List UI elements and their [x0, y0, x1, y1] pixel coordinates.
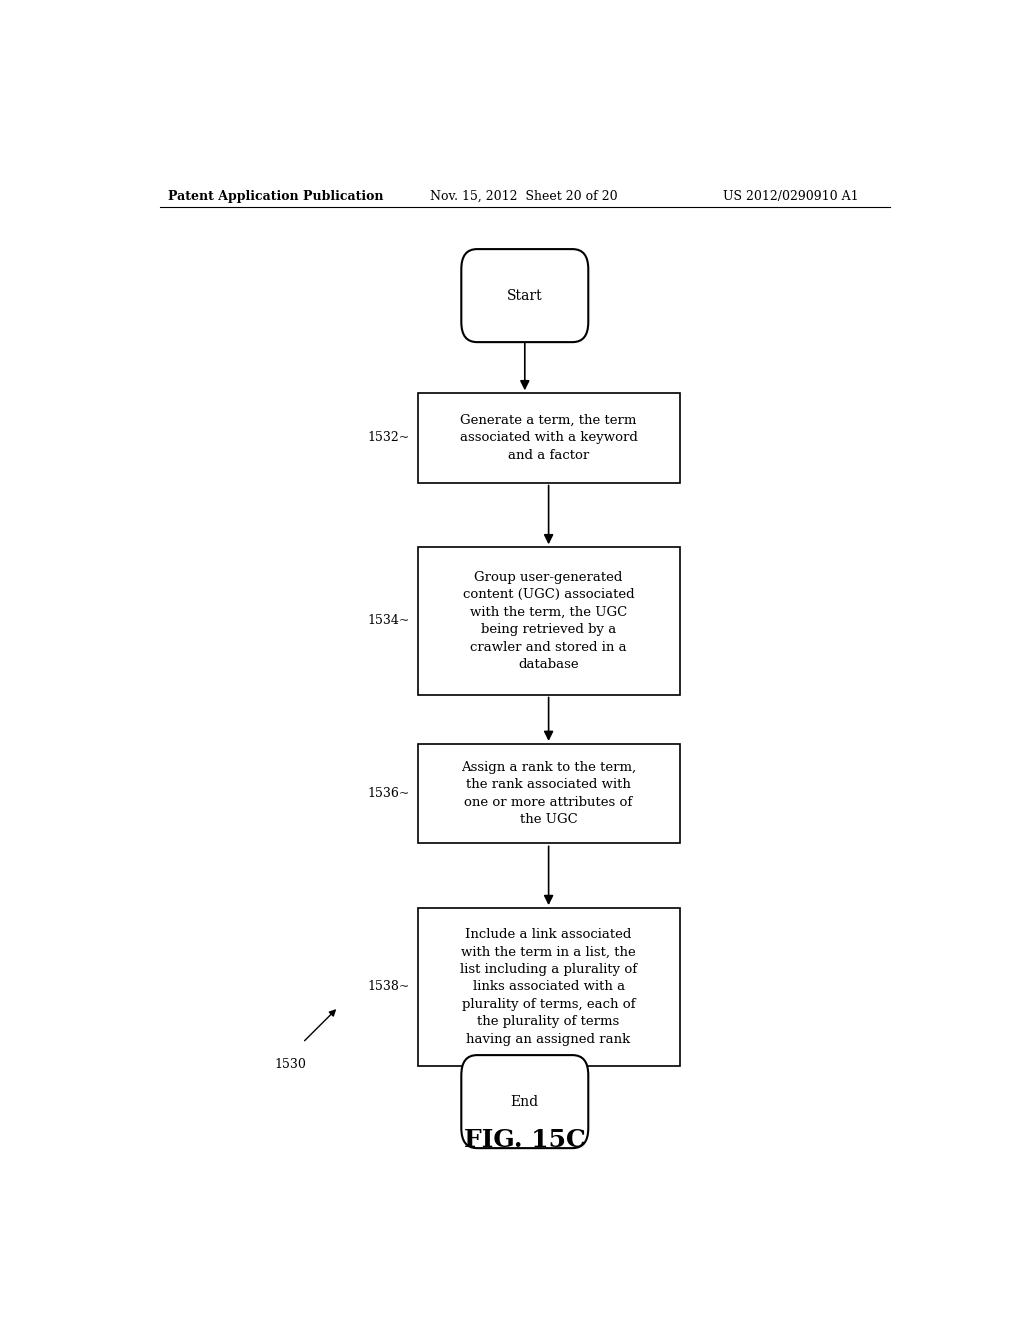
Text: Start: Start	[507, 289, 543, 302]
Text: Generate a term, the term
associated with a keyword
and a factor: Generate a term, the term associated wit…	[460, 414, 638, 462]
FancyBboxPatch shape	[461, 1055, 588, 1148]
FancyBboxPatch shape	[418, 744, 680, 843]
Text: Group user-generated
content (UGC) associated
with the term, the UGC
being retri: Group user-generated content (UGC) assoc…	[463, 570, 635, 671]
FancyBboxPatch shape	[418, 393, 680, 483]
Text: 1536~: 1536~	[368, 787, 410, 800]
Text: Patent Application Publication: Patent Application Publication	[168, 190, 383, 202]
Text: FIG. 15C: FIG. 15C	[464, 1129, 586, 1152]
FancyBboxPatch shape	[461, 249, 588, 342]
Text: 1532~: 1532~	[368, 432, 410, 445]
Text: 1538~: 1538~	[368, 981, 410, 993]
Text: Nov. 15, 2012  Sheet 20 of 20: Nov. 15, 2012 Sheet 20 of 20	[430, 190, 617, 202]
Text: Assign a rank to the term,
the rank associated with
one or more attributes of
th: Assign a rank to the term, the rank asso…	[461, 760, 636, 826]
Text: 1534~: 1534~	[368, 614, 410, 627]
FancyBboxPatch shape	[418, 908, 680, 1065]
Text: US 2012/0290910 A1: US 2012/0290910 A1	[723, 190, 859, 202]
Text: Include a link associated
with the term in a list, the
list including a pluralit: Include a link associated with the term …	[460, 928, 637, 1045]
Text: End: End	[511, 1094, 539, 1109]
FancyBboxPatch shape	[418, 548, 680, 694]
Text: 1530: 1530	[274, 1057, 306, 1071]
